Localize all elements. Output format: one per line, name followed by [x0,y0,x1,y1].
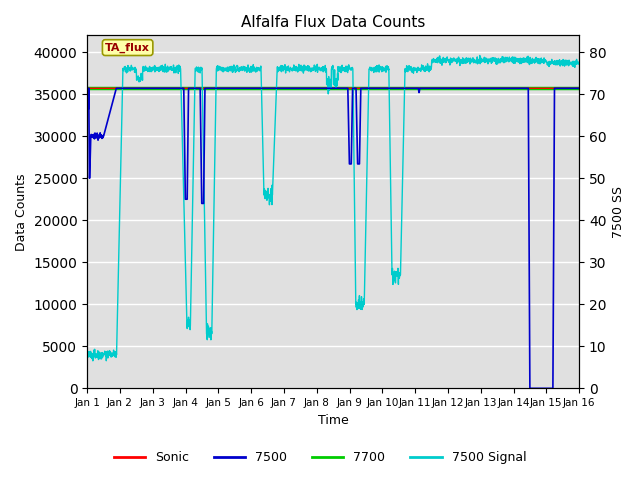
X-axis label: Time: Time [317,414,349,427]
Text: TA_flux: TA_flux [105,42,150,53]
Title: Alfalfa Flux Data Counts: Alfalfa Flux Data Counts [241,15,426,30]
Y-axis label: 7500 SS: 7500 SS [612,186,625,238]
Y-axis label: Data Counts: Data Counts [15,173,28,251]
Legend: Sonic, 7500, 7700, 7500 Signal: Sonic, 7500, 7700, 7500 Signal [109,446,531,469]
